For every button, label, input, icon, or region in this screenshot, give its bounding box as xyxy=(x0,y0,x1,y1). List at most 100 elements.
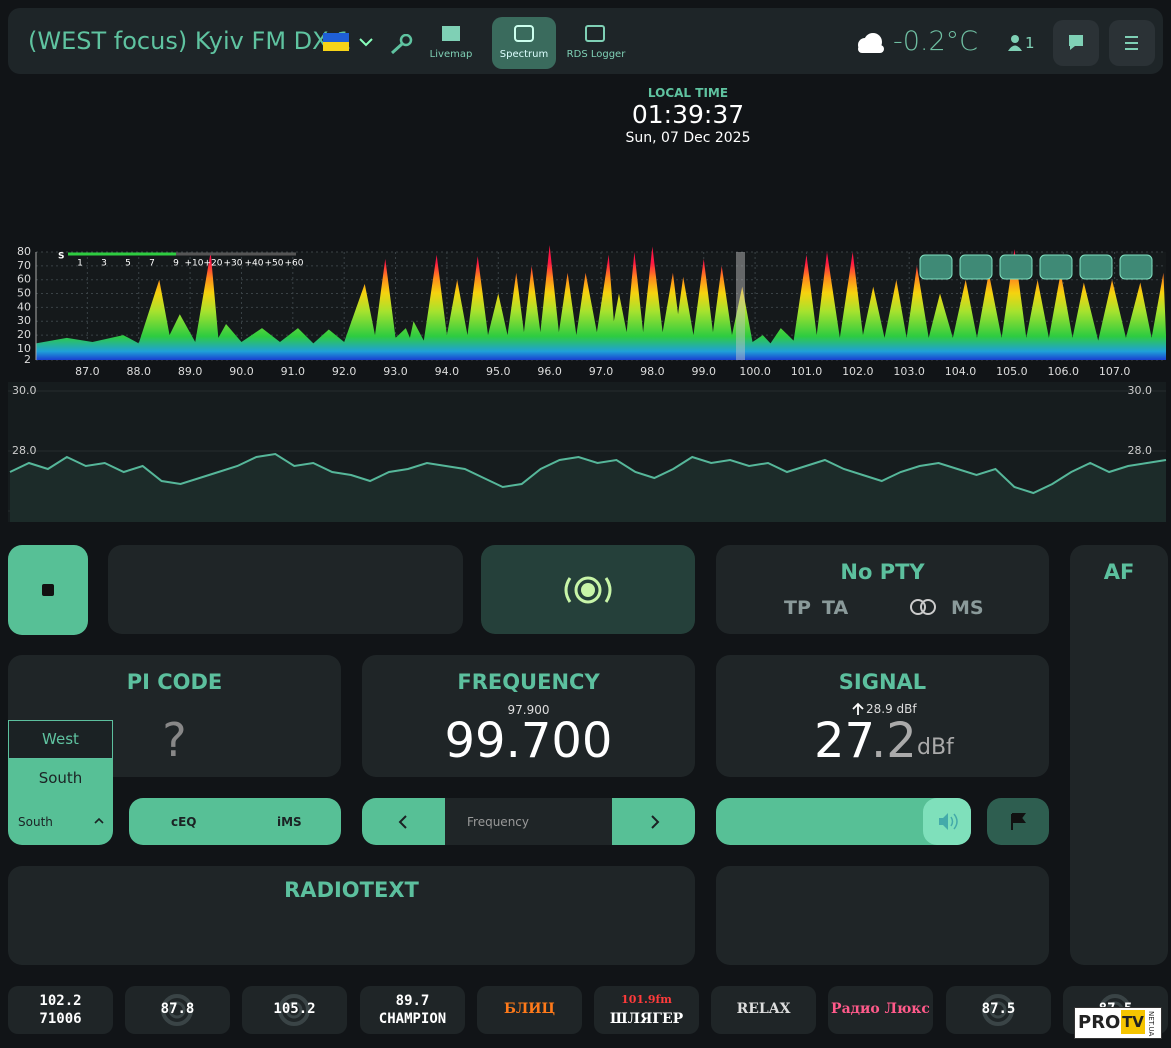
spectrum-tool-button[interactable] xyxy=(1039,254,1073,280)
dropdown-chevron xyxy=(94,817,104,824)
y-tick-label: 28.0 xyxy=(1128,444,1153,457)
nav-spectrum[interactable]: Spectrum xyxy=(499,49,549,60)
spectrum-tool-button[interactable] xyxy=(999,254,1033,280)
y-tick-label: 30.0 xyxy=(12,384,37,397)
x-tick-label: 91.0 xyxy=(281,365,306,378)
flag xyxy=(323,42,349,51)
preset-text: 105.2 xyxy=(273,1001,316,1017)
pi-title: PI CODE xyxy=(126,670,223,694)
x-tick-label: 102.0 xyxy=(842,365,874,378)
s-scale-label: +20 xyxy=(204,259,223,269)
preset-text: БЛИЦ xyxy=(503,1001,556,1017)
x-tick-label: 97.0 xyxy=(589,365,614,378)
flag xyxy=(323,33,349,42)
signal-line xyxy=(9,452,1167,495)
s-scale-label: 9 xyxy=(173,259,179,269)
preset-text: RELAX xyxy=(736,1001,791,1017)
tuned-marker xyxy=(736,252,745,360)
radiotext-panel: RADIOTEXT xyxy=(8,866,695,965)
frequency-panel: FREQUENCY 97.900 99.700 xyxy=(362,655,695,777)
y-tick-label: 40 xyxy=(17,300,31,313)
volume-knob[interactable] xyxy=(923,798,971,845)
previous-frequency: 97.900 xyxy=(507,703,550,717)
filter-ims[interactable]: iMS xyxy=(277,815,302,829)
server-title: (WEST focus) Kyiv FM DX 1 xyxy=(28,27,352,55)
nav-rds-logger[interactable]: RDS Logger xyxy=(566,49,626,60)
signal-decimal: .2 xyxy=(871,713,917,769)
preset-text: CHAMPION xyxy=(378,1011,447,1027)
x-tick-label: 90.0 xyxy=(229,365,254,378)
preset[interactable]: 87.5 xyxy=(946,986,1051,1034)
button-icons xyxy=(1069,35,1138,50)
s-scale-label: +40 xyxy=(245,259,264,269)
preset[interactable]: Радио Люкс xyxy=(828,986,933,1034)
y-tick-label: 28.0 xyxy=(12,444,37,457)
y-tick-label: 30 xyxy=(17,314,31,327)
preset-text: 101.9fm xyxy=(621,993,672,1006)
x-tick-label: 99.0 xyxy=(691,365,716,378)
preset[interactable]: 87.8 xyxy=(125,986,230,1034)
preset-text: 87.5 xyxy=(981,1001,1016,1017)
antenna-selected[interactable]: South xyxy=(18,815,53,829)
radiotext-title: RADIOTEXT xyxy=(284,878,419,902)
broadcast-panel[interactable] xyxy=(481,545,695,634)
frequency-title: FREQUENCY xyxy=(457,670,600,694)
preset[interactable]: 89.7 CHAMPION xyxy=(360,986,465,1034)
y-tick-label: 50 xyxy=(17,287,31,300)
s-scale-label: +60 xyxy=(285,259,304,269)
stop-button[interactable] xyxy=(8,545,88,635)
x-tick-label: 92.0 xyxy=(332,365,357,378)
spectrum-tool-button[interactable] xyxy=(919,254,953,280)
pi-value: ? xyxy=(162,713,187,767)
x-tick-label: 100.0 xyxy=(739,365,771,378)
signal-area xyxy=(10,454,1166,522)
preset[interactable]: 105.2 xyxy=(242,986,347,1034)
signal-integer: 27 xyxy=(814,713,876,769)
x-tick-label: 88.0 xyxy=(126,365,151,378)
preset-text: ШЛЯГЕР xyxy=(609,1011,684,1027)
preset[interactable]: 101.9fm ШЛЯГЕР xyxy=(594,986,699,1034)
signal-peak: 28.9 dBf xyxy=(866,702,917,716)
weather-icon xyxy=(858,33,884,53)
spectrum-tool-button[interactable] xyxy=(1079,254,1113,280)
rds-panel: No PTY TP TA MS xyxy=(716,545,1049,634)
nav-icons xyxy=(442,25,605,42)
preset-text: 71006 xyxy=(39,1011,82,1027)
nav-livemap[interactable]: Livemap xyxy=(429,49,473,60)
spectrum-tool-button[interactable] xyxy=(1119,254,1153,280)
antenna-option[interactable]: West xyxy=(8,720,113,759)
tune-control: Frequency xyxy=(362,798,695,845)
s-scale-label: +50 xyxy=(265,259,284,269)
frequency-input[interactable]: Frequency xyxy=(467,815,529,829)
flag-ms: MS xyxy=(951,597,984,619)
x-tick-label: 107.0 xyxy=(1099,365,1131,378)
preset[interactable]: 102.2 71006 xyxy=(8,986,113,1034)
users-icon xyxy=(1008,35,1022,51)
preset-text: 102.2 xyxy=(39,993,82,1009)
flag-button[interactable] xyxy=(987,798,1049,845)
preset[interactable]: RELAX xyxy=(711,986,816,1034)
x-tick-label: 105.0 xyxy=(996,365,1028,378)
blank-panel xyxy=(716,866,1049,965)
tune-up[interactable] xyxy=(612,798,695,845)
antenna-option[interactable]: South xyxy=(38,769,83,787)
watermark: PRO TV NET.UA xyxy=(1074,1007,1162,1039)
filter-buttons[interactable] xyxy=(129,798,341,845)
x-tick-label: 94.0 xyxy=(435,365,460,378)
spectrum-tool-button[interactable] xyxy=(959,254,993,280)
preset[interactable]: БЛИЦ xyxy=(477,986,582,1034)
clock-date: Sun, 07 Dec 2025 xyxy=(625,130,751,146)
tune-down[interactable] xyxy=(362,798,445,845)
s-label: S xyxy=(58,252,64,262)
preset-text: Радио Люкс xyxy=(831,1001,930,1017)
filter-ceq[interactable]: cEQ xyxy=(171,815,197,829)
y-tick-label: 20 xyxy=(17,328,31,341)
signal-panel: SIGNAL 28.9 dBf 27 .2 dBf xyxy=(716,655,1049,777)
y-tick-label: 60 xyxy=(17,273,31,286)
header-icons[interactable] xyxy=(358,34,414,54)
s-scale-label: 1 xyxy=(77,259,83,269)
watermark-text: PRO xyxy=(1078,1012,1121,1033)
clock-time: 01:39:37 xyxy=(631,100,745,129)
x-tick-label: 101.0 xyxy=(791,365,823,378)
